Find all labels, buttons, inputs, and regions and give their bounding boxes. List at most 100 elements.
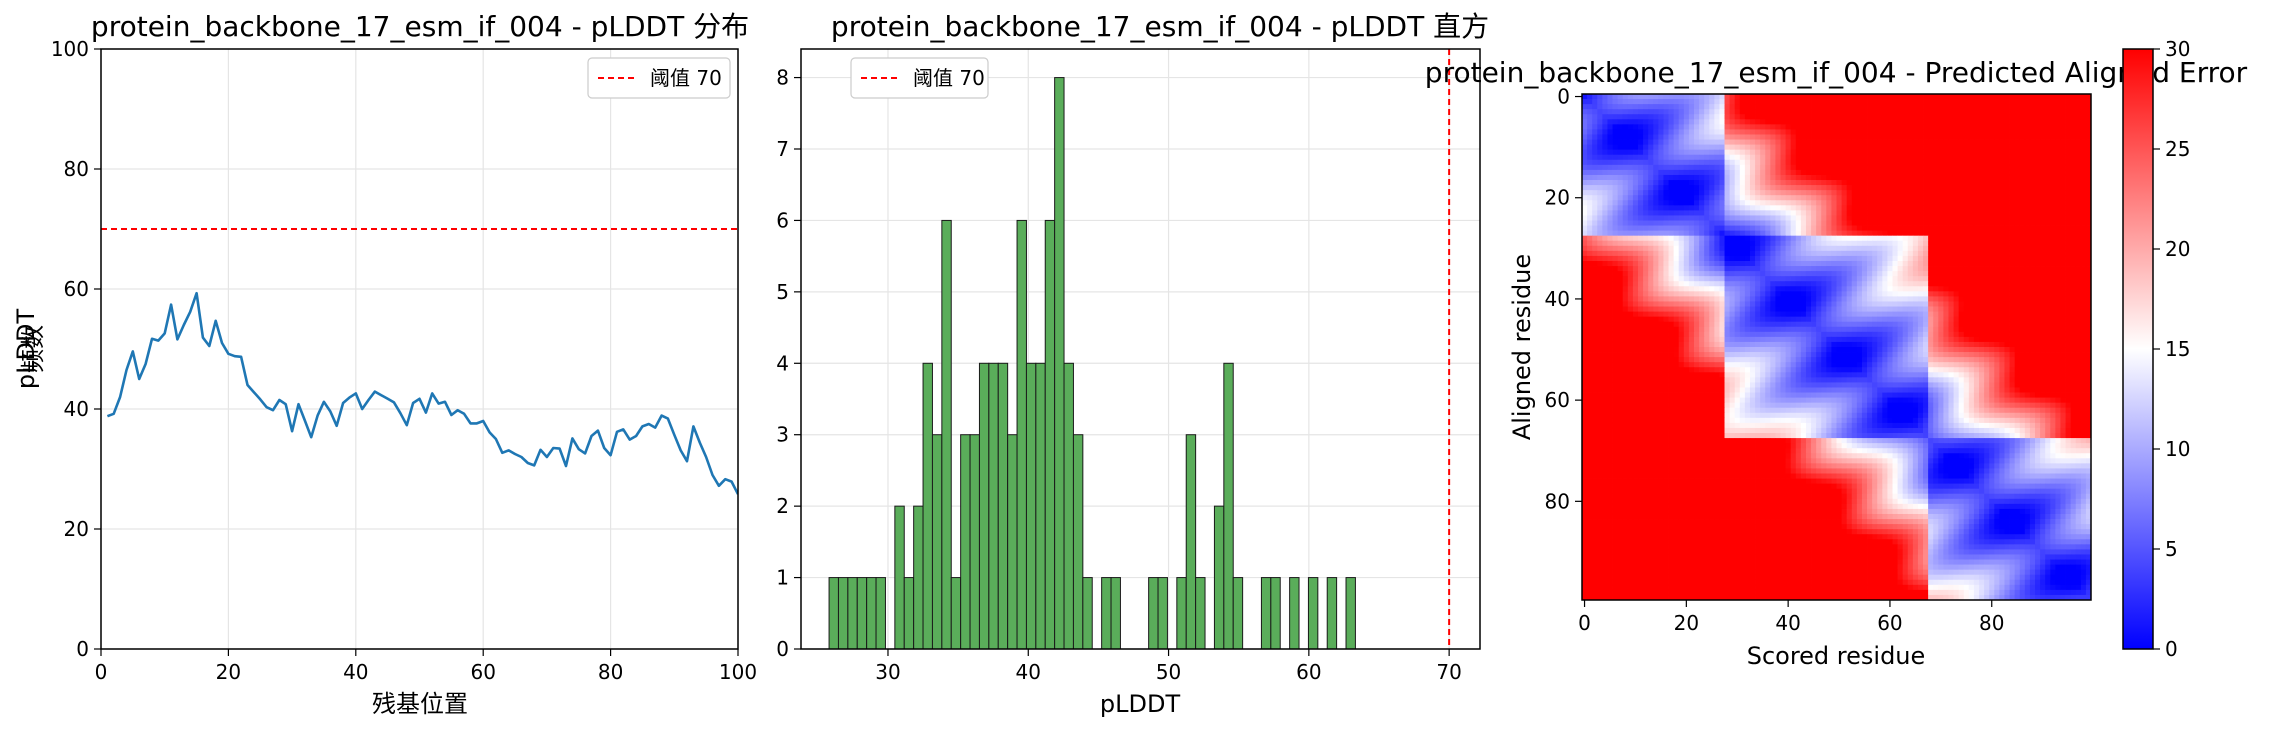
heatmap-cell [1622,255,1629,262]
heatmap-cell [1617,316,1624,323]
heatmap-cell [1805,154,1812,161]
heatmap-cell [1907,326,1914,333]
heatmap-cell [2029,326,2036,333]
heatmap-cell [1744,129,1751,135]
heatmap-cell [1867,235,1873,242]
heatmap-cell [1683,281,1690,287]
heatmap-cell [1602,240,1608,247]
heatmap-cell [1989,225,1995,232]
heatmap-cell [2009,205,2016,211]
heatmap-cell [1653,321,1659,328]
heatmap-cell [1775,266,1781,272]
heatmap-cell [1755,255,1761,262]
heatmap-cell [2055,154,2061,161]
heatmap-cell [1887,255,1893,262]
heatmap-cell [1856,210,1863,216]
heatmap-cell [1658,99,1664,105]
heatmap-cell [1602,255,1608,262]
heatmap-cell [2065,220,2072,226]
heatmap-cell [1811,114,1817,120]
heatmap-cell [1653,250,1659,257]
heatmap-cell [2035,271,2041,277]
heatmap-cell [1795,230,1802,237]
heatmap-cell [1811,311,1817,318]
heatmap-cell [1734,220,1741,226]
heatmap-cell [1632,235,1639,242]
heatmap-cell [1811,276,1817,282]
heatmap-cell [1688,139,1695,145]
heatmap-cell [2040,301,2046,307]
heatmap-cell [1816,164,1822,171]
heatmap-cell [1790,296,1797,302]
heatmap-cell [1673,109,1680,115]
heatmap-cell [1861,200,1868,206]
heatmap-cell [1673,104,1680,110]
heatmap-cell [1851,250,1858,257]
heatmap-cell [1851,94,1858,100]
heatmap-cell [1744,195,1751,201]
heatmap-cell [1749,109,1756,115]
heatmap-cell [1826,205,1832,211]
heatmap-cell [1719,144,1725,151]
heatmap-cell [1663,139,1669,145]
heatmap-cell [1979,164,1985,171]
heatmap-cell [1780,311,1786,318]
heatmap-cell [2019,134,2026,140]
heatmap-cell [1693,190,1700,196]
heatmap-cell [1805,276,1812,282]
heatmap-cell [1989,230,1995,237]
heatmap-cell [1917,220,1924,226]
heatmap-cell [1928,149,1934,156]
heatmap-cell [1943,301,1949,307]
heatmap-cell [1714,296,1720,302]
heatmap-cell [2019,124,2026,130]
heatmap-cell [1673,245,1680,252]
heatmap-cell [1653,296,1659,302]
heatmap-cell [1699,139,1705,145]
heatmap-cell [1704,296,1710,302]
heatmap-cell [1821,195,1827,201]
heatmap-cell [1846,260,1853,267]
heatmap-cell [2060,286,2066,292]
heatmap-cell [2024,144,2031,151]
heatmap-cell [2029,311,2036,318]
heatmap-cell [1760,124,1766,130]
heatmap-cell [1968,94,1975,100]
heatmap-cell [1861,235,1868,242]
heatmap-cell [1979,94,1985,100]
heatmap-cell [1719,230,1725,237]
heatmap-cell [1729,190,1736,196]
heatmap-cell [1872,321,1878,328]
heatmap-cell [1867,180,1873,186]
heatmap-cell [1984,291,1990,297]
heatmap-cell [1658,94,1664,100]
heatmap-cell [1902,225,1909,232]
heatmap-cell [1780,164,1786,171]
heatmap-cell [1933,271,1939,277]
heatmap-cell [1709,205,1715,211]
heatmap-cell [1867,149,1873,156]
heatmap-cell [1744,245,1751,252]
heatmap-cell [1821,139,1827,145]
heatmap-cell [1943,286,1949,292]
heatmap-cell [1739,225,1746,232]
heatmap-cell [1943,255,1949,262]
heatmap-cell [1592,220,1598,226]
heatmap-cell [1734,235,1741,242]
heatmap-cell [1602,296,1608,302]
heatmap-cell [1816,306,1822,312]
heatmap-cell [1897,124,1904,130]
heatmap-cell [1775,255,1781,262]
heatmap-cell [1643,205,1649,211]
heatmap-cell [1643,326,1649,333]
heatmap-cell [1739,149,1746,156]
heatmap-cell [1765,190,1771,196]
heatmap-cell [2075,144,2082,151]
heatmap-cell [1617,276,1624,282]
heatmap-cell [2085,124,2092,130]
heatmap-cell [1938,109,1944,115]
heatmap-cell [1658,336,1664,343]
heatmap-cell [1816,245,1822,252]
heatmap-cell [1958,144,1965,151]
heatmap-cell [1923,245,1929,252]
